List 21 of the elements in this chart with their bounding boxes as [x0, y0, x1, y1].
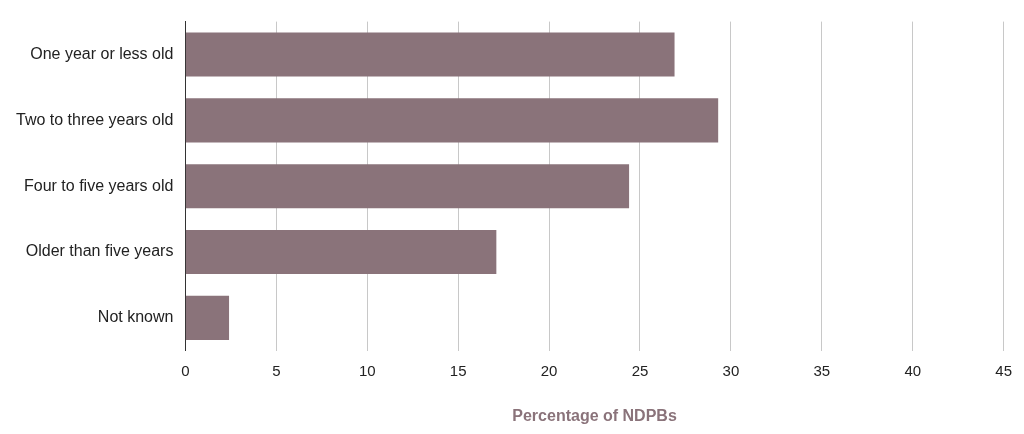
bar	[185, 98, 719, 143]
x-tick-label: 10	[358, 361, 376, 379]
x-tick-label: 25	[631, 361, 649, 379]
x-tick-label: 5	[272, 361, 281, 379]
bar	[185, 295, 230, 340]
y-tick-label: One year or less old	[30, 44, 174, 62]
y-tick-label: Two to three years old	[15, 110, 174, 128]
x-tick-label: 45	[995, 361, 1012, 379]
y-tick-label: Four to five years old	[24, 176, 174, 194]
x-tick-label: 35	[813, 361, 831, 379]
bar	[185, 32, 675, 77]
x-tick-label: 30	[722, 361, 740, 379]
x-tick-label: 20	[540, 361, 558, 379]
bar	[185, 164, 630, 209]
x-tick-label: 40	[904, 361, 922, 379]
x-axis-title: Percentage of NDPBs	[512, 406, 677, 424]
y-tick-label: Not known	[97, 308, 174, 326]
bar	[185, 229, 497, 275]
y-tick-label: Older than five years	[25, 242, 174, 260]
x-tick-label: 0	[181, 361, 190, 379]
x-tick-label: 15	[449, 361, 467, 379]
